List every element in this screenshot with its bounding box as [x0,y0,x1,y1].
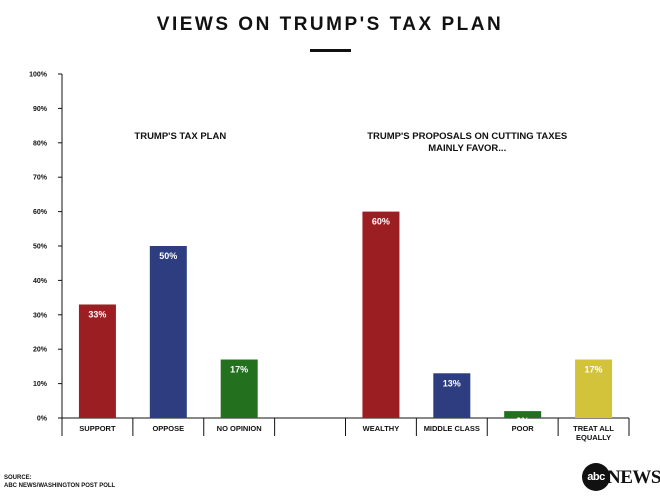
category-label: TREAT ALL [573,424,614,433]
source-label: SOURCE: [4,475,32,481]
y-tick-label: 80% [33,140,48,147]
y-tick-label: 70% [33,175,48,182]
section-title: TRUMP'S TAX PLAN [134,131,226,142]
y-tick-label: 90% [33,106,48,113]
category-label: WEALTHY [363,424,400,433]
bar [504,411,542,418]
bar-value-label: 33% [88,309,106,319]
bar-value-label: 60% [372,217,390,227]
bar-value-label: 17% [230,365,248,375]
bar-value-label: 13% [443,378,461,388]
y-tick-label: 0% [37,416,48,423]
section-title: MAINLY FAVOR... [428,143,506,154]
bar [362,211,400,418]
bar-value-label: 17% [585,365,603,375]
abc-logo-mark: abc [582,463,610,491]
bar [149,246,187,418]
bar [433,373,471,418]
category-label: POOR [512,424,535,433]
bar-value-label: 50% [159,251,177,261]
section-title: TRUMP'S PROPOSALS ON CUTTING TAXES [367,131,567,142]
category-label: SUPPORT [79,424,116,433]
chart-title: VIEWS ON TRUMP'S TAX PLAN [156,14,504,35]
category-label: NO OPINION [217,424,262,433]
y-tick-label: 50% [33,244,48,251]
bar [78,304,116,418]
source-text: ABC NEWS/WASHINGTON POST POLL [4,483,116,489]
category-label: MIDDLE CLASS [424,424,480,433]
bar [575,359,613,418]
category-label: EQUALLY [576,433,611,442]
y-tick-label: 100% [29,72,48,79]
title-underline [310,49,351,52]
news-logo-word: NEWS [607,467,660,488]
y-tick-label: 10% [33,381,48,388]
category-label: OPPOSE [152,424,184,433]
y-tick-label: 60% [33,209,48,216]
bar-value-label: 2% [516,416,529,426]
y-tick-label: 40% [33,278,48,285]
source-note: SOURCE: ABC NEWS/WASHINGTON POST POLL [4,474,115,490]
y-tick-label: 20% [33,347,48,354]
bar [220,359,258,418]
y-tick-label: 30% [33,312,48,319]
